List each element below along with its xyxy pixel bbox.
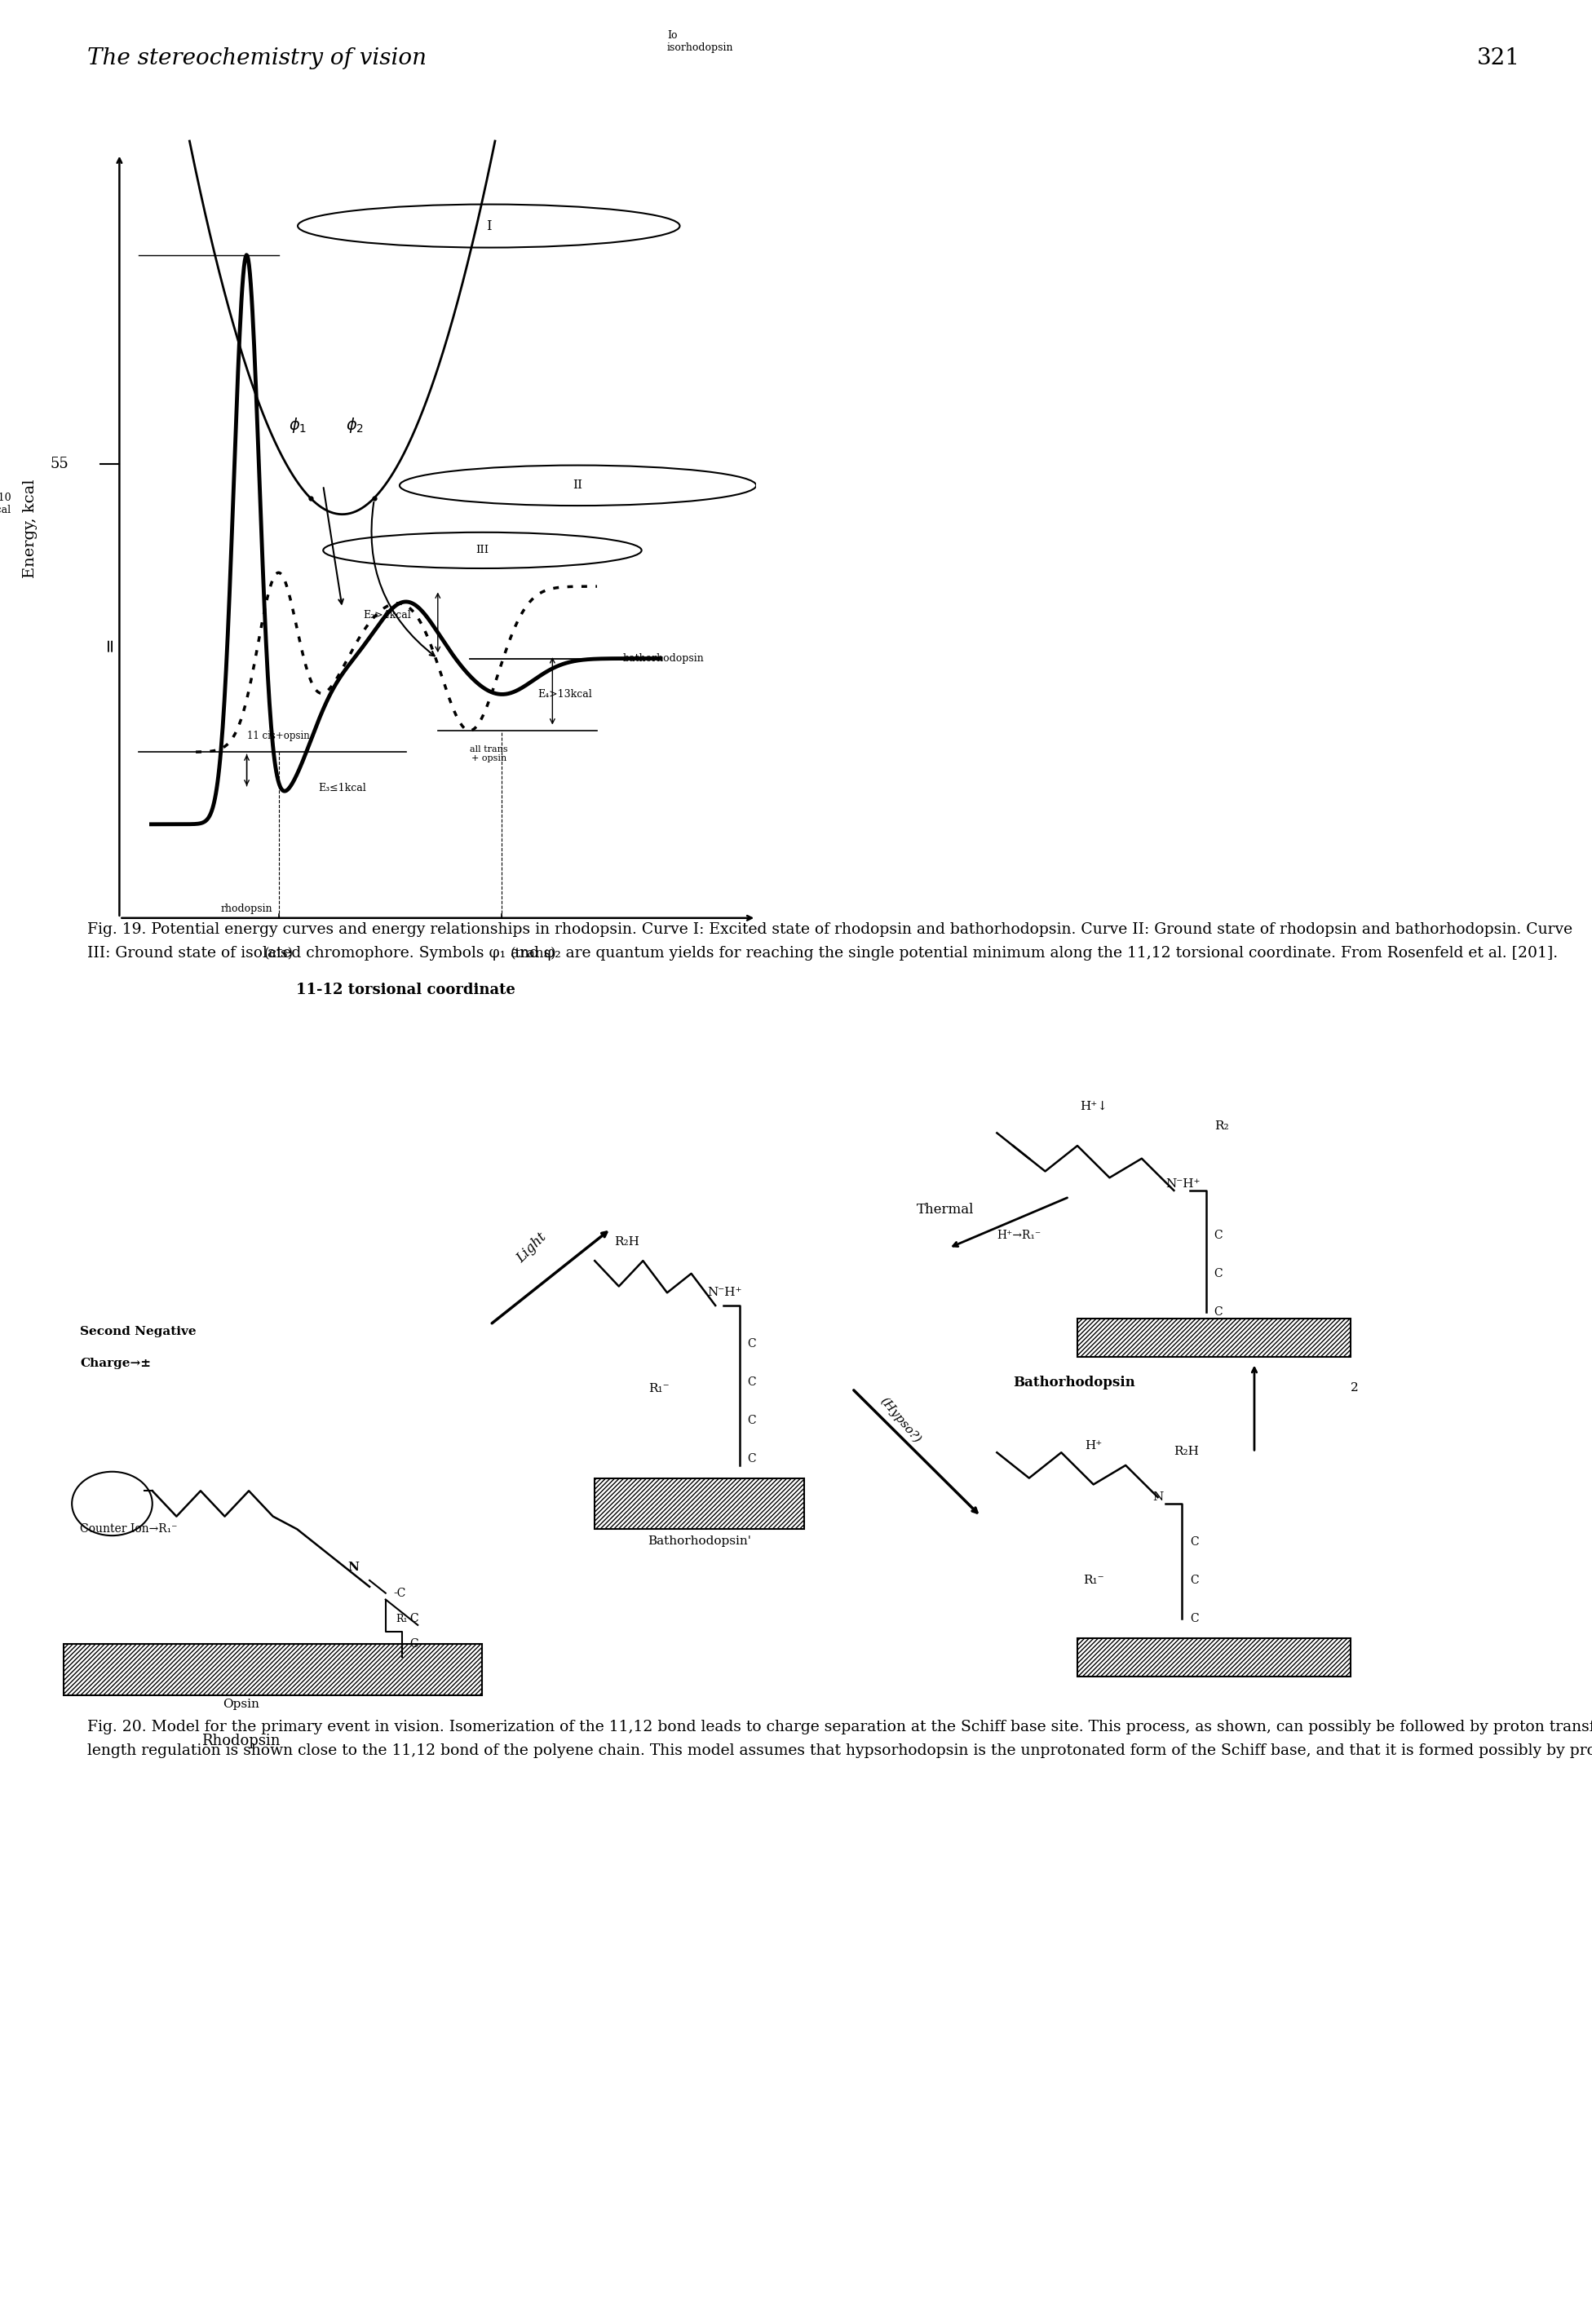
Text: R₂: R₂ (1215, 1120, 1229, 1132)
Text: C: C (409, 1613, 419, 1624)
Text: 55: 55 (49, 456, 68, 472)
Text: E₁>10
kcal: E₁>10 kcal (0, 493, 11, 516)
Text: Io
isorhodopsin: Io isorhodopsin (667, 30, 734, 53)
Text: N: N (1153, 1492, 1164, 1504)
Text: N⁻H⁺: N⁻H⁺ (1165, 1178, 1200, 1190)
Text: 2: 2 (1352, 1383, 1360, 1394)
Text: H⁺: H⁺ (1084, 1441, 1102, 1450)
Bar (64, 1645, 482, 1697)
Text: E₂>4kcal: E₂>4kcal (363, 609, 411, 621)
Text: Rhodopsin: Rhodopsin (202, 1734, 280, 1748)
Text: all trans
+ opsin: all trans + opsin (470, 746, 508, 762)
Bar (595, 1478, 804, 1529)
Text: N⁻H⁺: N⁻H⁺ (707, 1287, 742, 1299)
Text: C: C (1215, 1269, 1223, 1278)
Text: bathorhodopsin: bathorhodopsin (622, 653, 704, 665)
Text: (Hypso?): (Hypso?) (877, 1394, 923, 1446)
Text: C: C (748, 1452, 756, 1464)
Text: H⁺↓: H⁺↓ (1079, 1102, 1108, 1113)
Text: (trans): (trans) (509, 946, 557, 960)
Text: 11 cis+opsin: 11 cis+opsin (247, 730, 310, 741)
Text: Counter Ion→R₁⁻: Counter Ion→R₁⁻ (80, 1525, 177, 1534)
Bar (1078, 1318, 1352, 1357)
Text: R₂H: R₂H (615, 1236, 640, 1248)
Text: C: C (748, 1415, 756, 1427)
Text: 321: 321 (1477, 46, 1520, 70)
Text: Opsin: Opsin (223, 1699, 259, 1710)
Text: R₂H: R₂H (1173, 1446, 1199, 1457)
Text: C: C (409, 1638, 419, 1650)
Text: $\phi_1$: $\phi_1$ (288, 416, 307, 435)
Text: R₁: R₁ (396, 1613, 408, 1624)
Text: II: II (573, 479, 583, 490)
Text: C: C (1215, 1229, 1223, 1241)
Bar (1078, 1638, 1352, 1676)
Text: 11-12 torsional coordinate: 11-12 torsional coordinate (296, 983, 516, 997)
Text: C: C (1189, 1536, 1199, 1548)
Text: Bathorhodopsin: Bathorhodopsin (1013, 1376, 1135, 1390)
Text: rhodopsin: rhodopsin (221, 904, 272, 913)
Text: I: I (486, 218, 492, 232)
Text: E₃≤1kcal: E₃≤1kcal (318, 783, 366, 792)
Text: Charge→±: Charge→± (80, 1357, 151, 1369)
Text: C: C (1189, 1613, 1199, 1624)
Text: C: C (1215, 1306, 1223, 1318)
Text: Fig. 20. Model for the primary event in vision. Isomerization of the 11,12 bond : Fig. 20. Model for the primary event in … (88, 1720, 1592, 1757)
Text: C: C (748, 1339, 756, 1350)
Text: R₁⁻: R₁⁻ (648, 1383, 670, 1394)
Text: H⁺→R₁⁻: H⁺→R₁⁻ (997, 1229, 1041, 1241)
Text: C: C (748, 1376, 756, 1387)
Text: N: N (347, 1562, 360, 1573)
Text: =: = (100, 637, 119, 651)
Text: III: III (476, 546, 489, 555)
Text: $\phi_2$: $\phi_2$ (345, 416, 365, 435)
Text: Fig. 19. Potential energy curves and energy relationships in rhodopsin. Curve I:: Fig. 19. Potential energy curves and ene… (88, 923, 1573, 960)
Text: The stereochemistry of vision: The stereochemistry of vision (88, 46, 427, 70)
Text: E₄>13kcal: E₄>13kcal (538, 690, 592, 700)
Text: (cis): (cis) (264, 946, 293, 960)
Text: Second Negative: Second Negative (80, 1327, 196, 1339)
Text: Energy, kcal: Energy, kcal (22, 479, 38, 579)
Text: R₁⁻: R₁⁻ (1083, 1576, 1103, 1585)
Text: Bathorhodopsin': Bathorhodopsin' (648, 1536, 751, 1548)
Text: C: C (1189, 1576, 1199, 1585)
Text: -C: -C (393, 1587, 406, 1599)
Text: Thermal: Thermal (917, 1204, 974, 1215)
Text: Light: Light (514, 1229, 549, 1267)
